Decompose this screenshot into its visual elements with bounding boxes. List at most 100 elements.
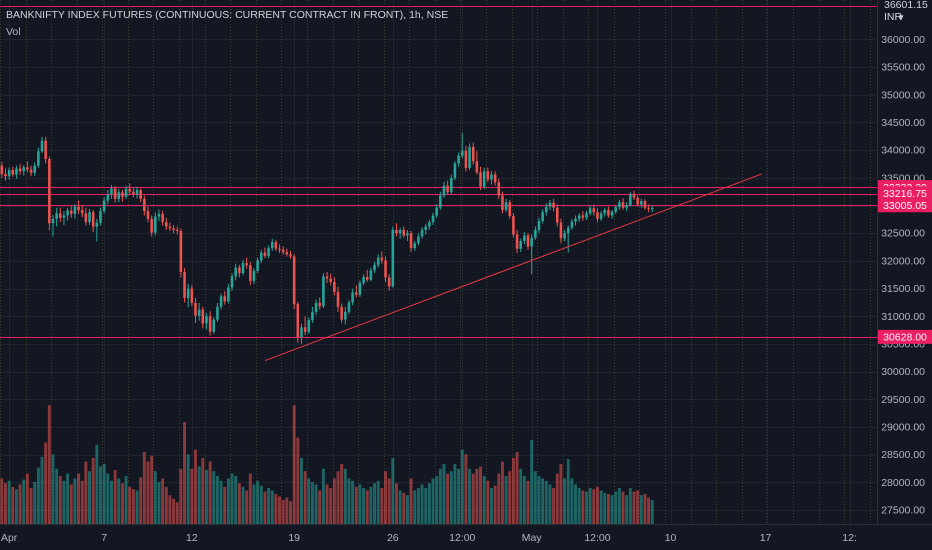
candle xyxy=(486,171,490,180)
candle xyxy=(365,276,369,280)
price-tick-label: 35000.00 xyxy=(881,89,925,101)
price-tick-label: 34000.00 xyxy=(881,145,925,157)
volume-bar xyxy=(519,468,523,524)
candle xyxy=(124,188,128,197)
price-tick-label: 36000.00 xyxy=(881,34,925,46)
price-tick-label: 28000.00 xyxy=(881,477,925,489)
volume-bar xyxy=(585,491,588,524)
candle xyxy=(552,202,555,208)
candle xyxy=(117,192,121,199)
candle xyxy=(161,213,164,223)
volume-bar xyxy=(468,468,472,524)
candle xyxy=(274,242,278,249)
volume-bar xyxy=(570,478,574,524)
volume-bar xyxy=(73,478,77,524)
candle xyxy=(501,195,504,210)
candle xyxy=(490,174,493,180)
candle xyxy=(325,276,329,279)
candle xyxy=(475,161,479,173)
time-axis[interactable]: Apr 7 12 19 26 12:00 May 12:00 10 17 12: xyxy=(1,532,857,544)
candle xyxy=(73,206,77,214)
volume-bar xyxy=(11,486,15,524)
volume-bar xyxy=(384,471,387,524)
volume-bar xyxy=(153,471,157,524)
candle xyxy=(592,208,596,213)
volume-bar xyxy=(241,486,245,524)
volume-bar xyxy=(636,490,640,524)
candle xyxy=(369,270,373,280)
volume-bar xyxy=(504,476,508,524)
currency-chevron-icon[interactable]: ▾ xyxy=(899,12,904,22)
price-tick-label: 34500.00 xyxy=(881,117,925,129)
candle xyxy=(139,190,142,199)
volume-bar xyxy=(581,490,585,524)
candle xyxy=(69,210,73,214)
volume-bar xyxy=(486,480,490,524)
candle xyxy=(362,276,365,284)
candle xyxy=(40,140,44,152)
volume-bar xyxy=(555,473,559,524)
candle xyxy=(15,168,18,175)
candle xyxy=(629,193,632,205)
trendline-layer[interactable] xyxy=(264,173,763,362)
candle xyxy=(555,207,559,223)
price-tick-label: 29000.00 xyxy=(881,422,925,434)
candle xyxy=(259,252,263,261)
volume-bar xyxy=(522,476,526,524)
candle xyxy=(420,229,424,237)
volume-bar xyxy=(544,480,548,524)
session-lines xyxy=(0,0,871,524)
volume-bar xyxy=(58,476,62,524)
candle xyxy=(526,235,530,247)
trendline[interactable] xyxy=(264,173,763,362)
candle xyxy=(26,167,29,170)
candle xyxy=(643,201,647,208)
candle xyxy=(450,177,453,193)
price-tick-label: 35500.00 xyxy=(881,62,925,74)
candle xyxy=(241,263,245,274)
volume-bar xyxy=(632,491,636,524)
volume-bar xyxy=(113,470,117,524)
volume-bar xyxy=(0,478,4,524)
volume-bar xyxy=(223,486,227,524)
volume-bar xyxy=(497,473,501,524)
volume-bar xyxy=(351,480,355,524)
candle xyxy=(11,170,15,175)
candle xyxy=(417,236,420,244)
candle xyxy=(154,216,157,233)
candle xyxy=(376,257,380,265)
volume-bar xyxy=(18,484,22,524)
volume-bar xyxy=(128,486,132,524)
candle xyxy=(625,204,628,208)
candle xyxy=(519,240,522,249)
price-tag-label: 33216.75 xyxy=(883,188,927,200)
candle xyxy=(607,209,610,216)
volume-bar xyxy=(537,476,541,524)
volume-bar xyxy=(446,473,450,524)
candle xyxy=(77,206,80,210)
volume-bar xyxy=(424,488,428,524)
volume-bar xyxy=(453,464,457,524)
candle xyxy=(512,216,515,235)
currency-label[interactable]: INR xyxy=(884,11,903,23)
volume-bar xyxy=(431,478,435,524)
candle xyxy=(347,302,351,312)
candle xyxy=(333,281,336,292)
volume-bar xyxy=(296,437,300,524)
volume-bar xyxy=(310,482,314,524)
volume-bar xyxy=(387,478,391,524)
volume-bar xyxy=(588,488,592,524)
volume-bar xyxy=(278,496,282,524)
candle xyxy=(398,229,402,234)
candle xyxy=(285,252,289,255)
candle xyxy=(453,163,457,178)
volume-bar xyxy=(621,491,625,524)
volume-bar xyxy=(358,484,362,524)
volume-indicator-label[interactable]: Vol xyxy=(6,26,21,38)
candle xyxy=(566,227,570,234)
volume-bar xyxy=(643,494,647,524)
volume-bar xyxy=(610,495,614,524)
volume-bar xyxy=(146,461,150,524)
time-tick-label: 19 xyxy=(288,532,300,544)
